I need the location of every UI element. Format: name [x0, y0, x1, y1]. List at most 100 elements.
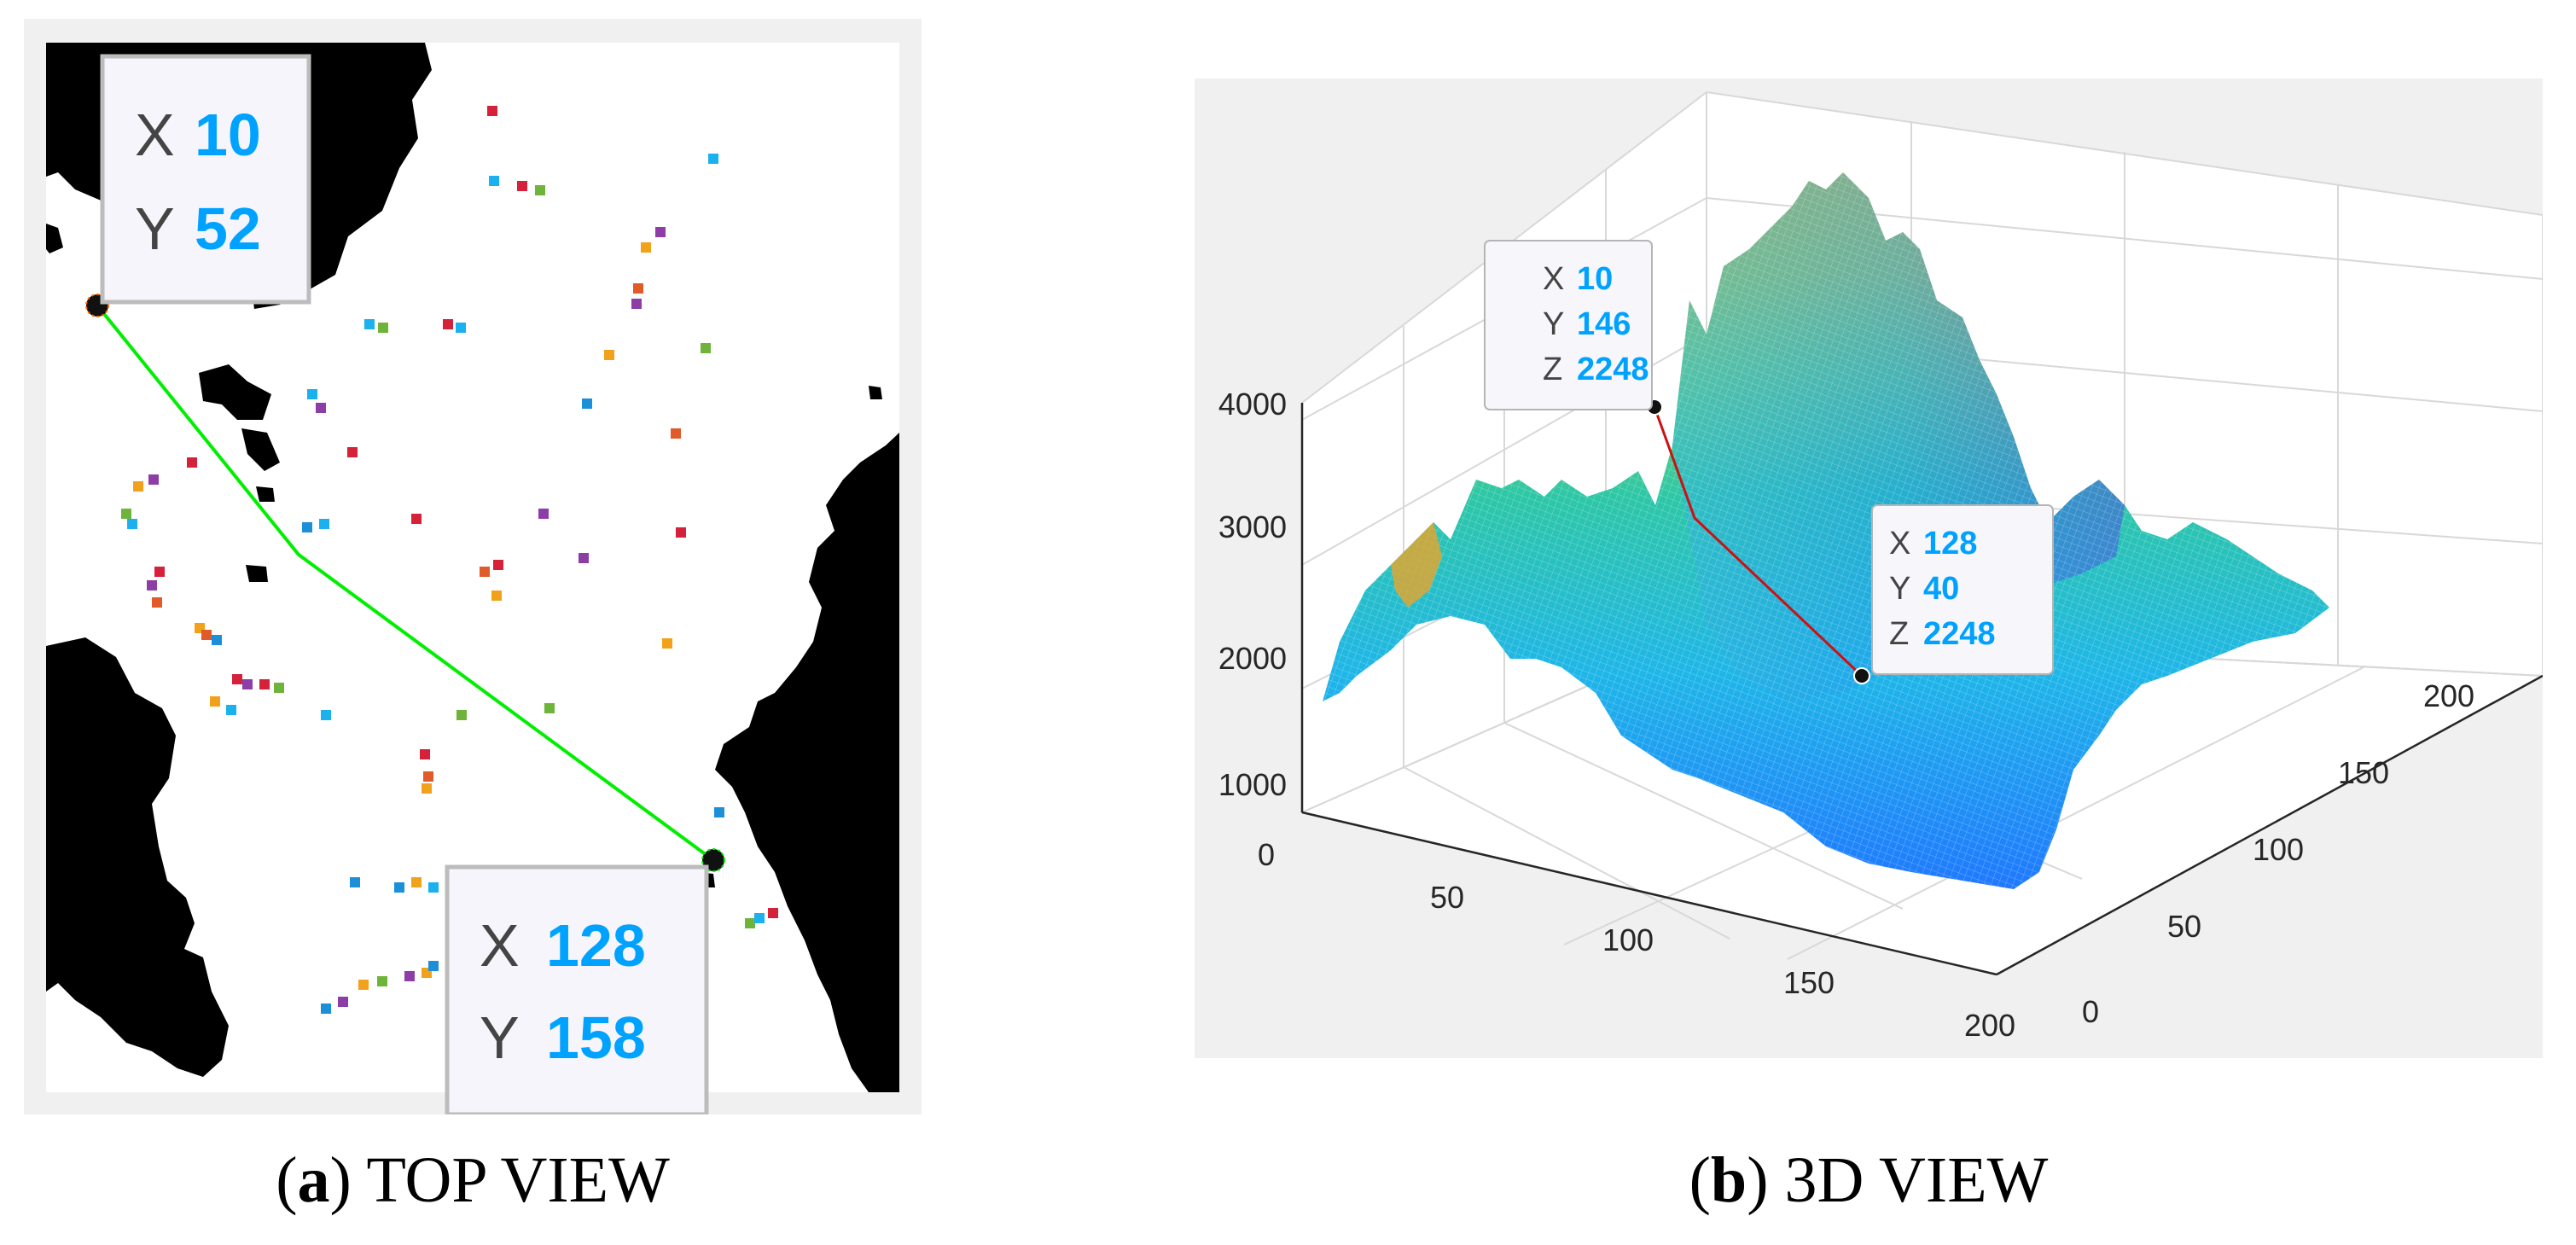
- z-tick-label: 3000: [1218, 509, 1287, 544]
- waypoint-dot: [378, 323, 388, 333]
- waypoint-dot: [641, 242, 651, 253]
- tooltip-y-value: 158: [546, 1004, 646, 1071]
- waypoint-dot: [152, 597, 162, 608]
- waypoint-dot: [456, 710, 467, 720]
- waypoint-dot: [517, 181, 527, 191]
- caption-a: (a) TOP VIEW: [276, 1144, 670, 1216]
- tooltip-x-label: X: [480, 912, 520, 979]
- waypoint-dot: [307, 389, 317, 399]
- waypoint-dot: [319, 519, 329, 529]
- obstacle-small-2: [246, 565, 268, 582]
- z-tick-label: 1000: [1218, 767, 1287, 802]
- waypoint-dot: [404, 971, 415, 981]
- waypoint-dot: [633, 283, 643, 294]
- waypoint-dot: [480, 567, 490, 577]
- waypoint-dot: [489, 176, 499, 186]
- tooltip-x-label: X: [1889, 526, 1910, 561]
- 3d-view-plot: X 10 Y 146 Z 2248 X 128 Y 40 Z 2248 4000…: [1218, 90, 2543, 1043]
- tooltip-y-label: Y: [1543, 306, 1564, 342]
- waypoint-dot: [420, 749, 430, 759]
- tooltip-x-value: 10: [195, 102, 261, 168]
- waypoint-dot: [428, 961, 439, 971]
- waypoint-dot: [538, 509, 549, 519]
- waypoint-dot: [274, 683, 284, 693]
- tooltip-y-value: 52: [195, 195, 261, 262]
- planned-path-line: [96, 304, 715, 862]
- waypoint-dot: [201, 630, 212, 640]
- tooltip-z-label: Z: [1543, 352, 1562, 387]
- caption-letter: a: [297, 1144, 330, 1216]
- waypoint-dot: [708, 154, 718, 164]
- tooltip-y-label: Y: [480, 1004, 520, 1071]
- x-tick-labels: 0 50 100 150 200: [1258, 837, 2015, 1043]
- caption-text: TOP VIEW: [366, 1144, 670, 1216]
- top-view-panel: X 10 Y 52 X 128 Y 158: [24, 19, 922, 1114]
- waypoint-dot: [422, 783, 432, 794]
- x-tick-label: 100: [1602, 922, 1654, 957]
- waypoint-dot: [631, 299, 642, 309]
- caption-letter: b: [1710, 1144, 1747, 1216]
- obstacle-small-3: [869, 386, 882, 399]
- waypoint-dot: [394, 882, 404, 893]
- caption-b: (b) 3D VIEW: [1689, 1144, 2049, 1216]
- waypoint-dot: [544, 703, 555, 713]
- z-tick-label: 2000: [1218, 641, 1287, 676]
- waypoint-dot: [655, 227, 666, 237]
- tooltip-y-value: 40: [1923, 571, 1959, 607]
- tooltip-start-point: X 10 Y 52: [100, 54, 311, 305]
- tooltip-3d-start: X 10 Y 146 Z 2248: [1484, 240, 1653, 410]
- waypoint-dots: [121, 106, 778, 1014]
- waypoint-dot: [316, 403, 326, 413]
- x-tick-label: 0: [1258, 837, 1275, 872]
- waypoint-dot: [212, 635, 222, 645]
- obstacle-mid-blobs: [199, 364, 271, 420]
- waypoint-dot: [411, 877, 422, 887]
- tooltip-z-label: Z: [1889, 616, 1909, 652]
- obstacle-right: [715, 433, 899, 1092]
- z-tick-labels: 4000 3000 2000 1000: [1218, 387, 1287, 802]
- waypoint-dot: [579, 553, 589, 563]
- waypoint-dot: [321, 1004, 331, 1014]
- y-tick-label: 200: [2423, 678, 2474, 713]
- tooltip-x-value: 128: [546, 912, 646, 979]
- waypoint-dot: [232, 674, 242, 684]
- route-end-point[interactable]: [1853, 667, 1870, 684]
- y-tick-label: 0: [2082, 994, 2099, 1029]
- caption-text: 3D VIEW: [1784, 1144, 2049, 1216]
- tooltip-x-label: X: [1543, 261, 1564, 297]
- waypoint-dot: [745, 918, 755, 928]
- waypoint-dot: [428, 882, 439, 893]
- tooltip-z-value: 2248: [1577, 352, 1649, 387]
- tooltip-x-value: 128: [1923, 526, 1977, 561]
- 3d-view-panel: X 10 Y 146 Z 2248 X 128 Y 40 Z 2248 4000…: [1195, 79, 2543, 1058]
- waypoint-dot: [350, 877, 360, 887]
- waypoint-dot: [364, 319, 375, 329]
- obstacle-small-1: [256, 486, 275, 502]
- obstacle-bottom-left: [46, 637, 229, 1077]
- waypoint-dot: [487, 106, 497, 116]
- tooltip-x-label: X: [135, 102, 175, 168]
- waypoint-dot: [676, 527, 686, 538]
- x-tick-label: 200: [1964, 1008, 2015, 1043]
- y-tick-label: 100: [2253, 832, 2304, 867]
- waypoint-dot: [423, 771, 433, 782]
- route-line-3d: [1653, 406, 1864, 678]
- waypoint-dot: [121, 509, 131, 519]
- tooltip-y-label: Y: [1889, 571, 1910, 607]
- obstacle-mid-blob-2: [241, 428, 280, 471]
- tooltip-y-label: Y: [135, 195, 175, 262]
- y-tick-label: 50: [2167, 909, 2201, 944]
- waypoint-dot: [714, 807, 724, 817]
- obstacle-left-small: [46, 224, 63, 253]
- waypoint-dot: [226, 705, 236, 715]
- waypoint-dot: [411, 514, 422, 524]
- waypoint-dot: [358, 980, 369, 990]
- waypoint-dot: [302, 522, 312, 532]
- x-tick-label: 50: [1430, 880, 1464, 915]
- waypoint-dot: [662, 638, 672, 649]
- waypoint-dot: [701, 343, 711, 353]
- y-tick-labels: 0 50 100 150 200: [2082, 678, 2474, 1029]
- waypoint-dot: [321, 710, 331, 720]
- waypoint-dot: [493, 560, 503, 570]
- waypoint-dot: [154, 567, 165, 577]
